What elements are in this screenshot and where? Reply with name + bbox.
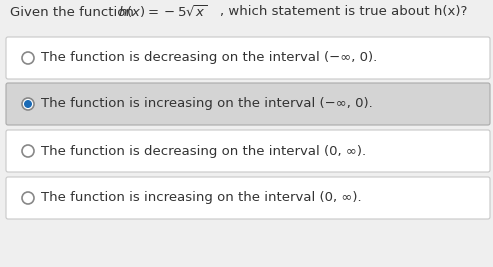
Text: , which statement is true about h(x)?: , which statement is true about h(x)?: [220, 6, 467, 18]
FancyBboxPatch shape: [6, 83, 490, 125]
Circle shape: [22, 145, 34, 157]
Text: The function is increasing on the interval (0, ∞).: The function is increasing on the interv…: [41, 191, 362, 205]
Text: The function is increasing on the interval (−∞, 0).: The function is increasing on the interv…: [41, 97, 373, 111]
Text: The function is decreasing on the interval (−∞, 0).: The function is decreasing on the interv…: [41, 52, 377, 65]
Text: $\mathit{h}(x) = -5\sqrt{x}$: $\mathit{h}(x) = -5\sqrt{x}$: [118, 3, 207, 20]
Circle shape: [22, 52, 34, 64]
Text: The function is decreasing on the interval (0, ∞).: The function is decreasing on the interv…: [41, 144, 366, 158]
FancyBboxPatch shape: [6, 177, 490, 219]
Circle shape: [22, 192, 34, 204]
Circle shape: [22, 98, 34, 110]
Circle shape: [24, 100, 32, 108]
FancyBboxPatch shape: [6, 130, 490, 172]
Text: Given the function: Given the function: [10, 6, 138, 18]
FancyBboxPatch shape: [6, 37, 490, 79]
